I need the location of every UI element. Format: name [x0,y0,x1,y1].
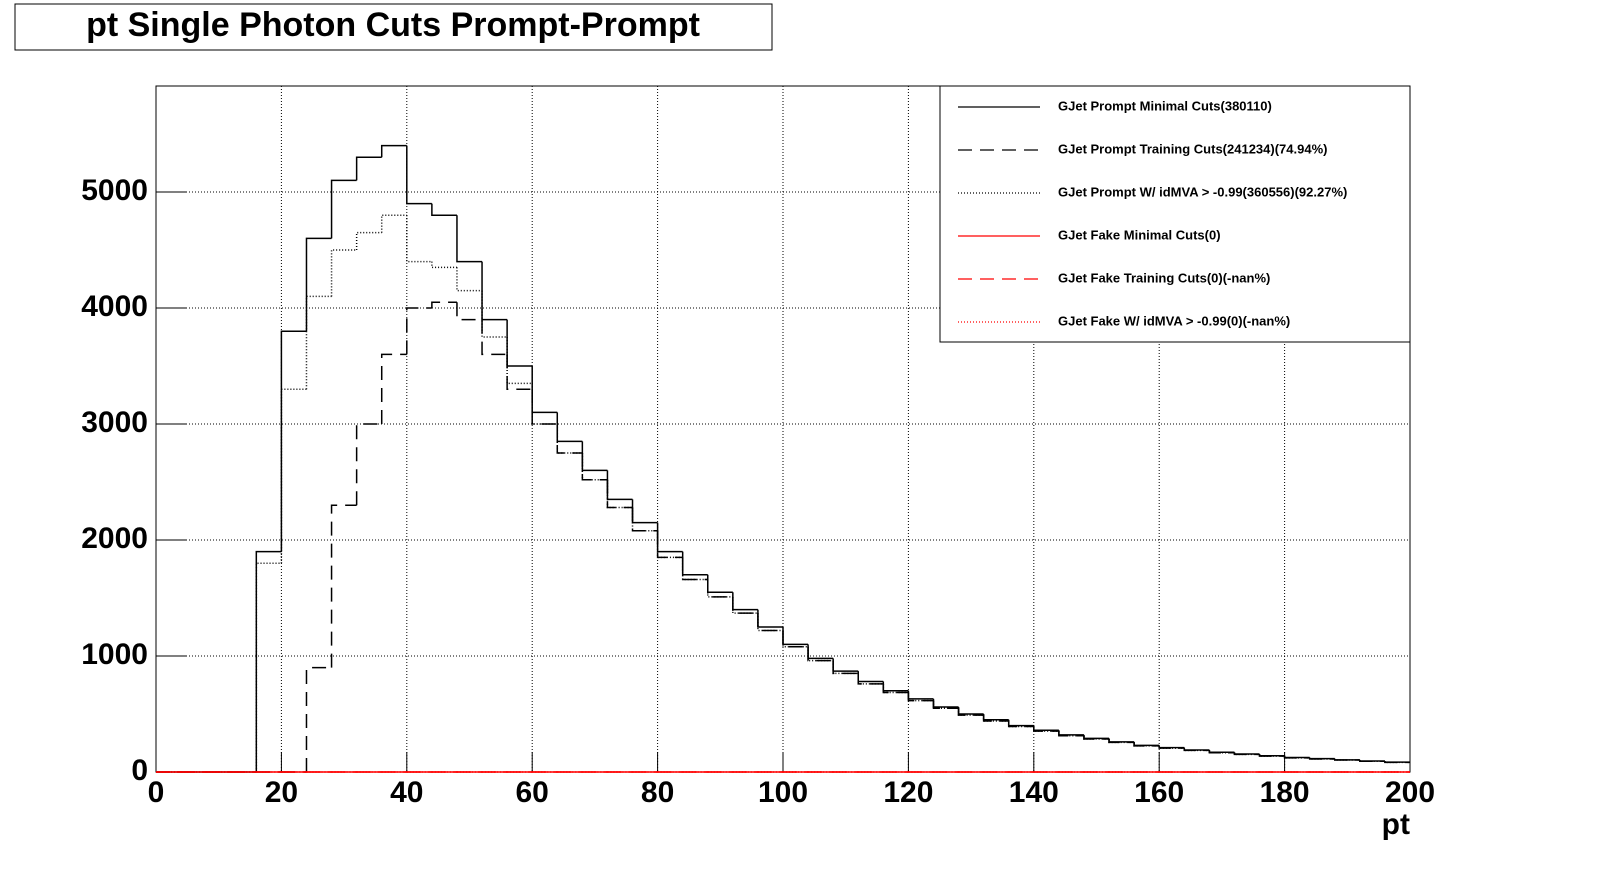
x-tick-label: 120 [883,776,933,809]
y-tick-label: 1000 [81,638,148,671]
y-tick-label: 0 [131,754,148,787]
histogram-step [406,307,432,355]
histogram-step [456,302,483,321]
histogram-step [305,295,332,390]
x-axis-label: pt [1382,808,1410,841]
histogram-step [907,692,934,702]
x-tick-label: 200 [1385,776,1435,809]
y-tick-label: 2000 [81,522,148,555]
legend-label: GJet Fake W/ idMVA > -0.99(0)(-nan%) [1058,313,1290,328]
legend: GJet Prompt Minimal Cuts(380110) GJet Pro… [939,85,1411,343]
histogram-step [255,550,282,772]
y-tick-label: 3000 [81,406,148,439]
x-tick-label: 180 [1260,776,1310,809]
histogram-step [581,441,608,472]
histogram-step [305,237,332,332]
legend-label: GJet Fake Training Cuts(0)(-nan%) [1058,270,1270,285]
x-tick-label: 80 [641,776,674,809]
histogram-step [406,215,432,263]
histogram-step [506,337,533,385]
histogram-step [531,383,558,425]
histogram-step [1083,735,1110,740]
histogram-step [1058,731,1084,737]
histogram-step [757,613,783,632]
histogram-step [1183,748,1210,752]
histogram-step [305,666,332,772]
histogram-step [1033,726,1059,732]
histogram-step [581,453,608,481]
histogram-step [782,630,809,648]
histogram-step [857,673,884,685]
legend-label: GJet Prompt W/ idMVA > -0.99(360556)(92.… [1058,184,1347,199]
x-tick-label: 100 [758,776,808,809]
x-tick-label: 160 [1134,776,1184,809]
title-box [14,3,773,51]
histogram-step [807,646,834,662]
histogram-step [1308,757,1335,760]
legend-label: GJet Fake Minimal Cuts(0) [1058,227,1221,242]
histogram-step [355,423,382,506]
histogram-step [1359,760,1385,762]
histogram-step [506,354,533,390]
y-tick-label: 4000 [81,290,148,323]
histogram-step [832,660,859,675]
histogram-step [681,557,708,581]
histogram-step [431,301,457,309]
histogram-step [481,319,508,356]
histogram-step [456,267,483,292]
histogram-step [330,504,357,668]
histogram-step [1258,754,1285,757]
histogram-step [656,530,683,559]
histogram-step [631,507,658,532]
histogram-step [707,579,733,598]
y-tick-label: 5000 [81,174,148,207]
histogram-step [255,562,282,772]
histogram-step [431,203,457,216]
histogram-step [456,215,483,263]
histogram-step [882,683,909,694]
x-tick-label: 40 [390,776,423,809]
histogram-step [1334,759,1360,761]
histogram-step [280,388,307,564]
histogram-step [355,156,382,181]
x-tick-label: 140 [1009,776,1059,809]
histogram-step [1158,745,1185,749]
histogram-step [1384,761,1410,764]
histogram-step [556,424,583,454]
x-tick-label: 20 [265,776,298,809]
histogram-step [732,596,758,614]
histogram-step [1058,731,1084,737]
histogram-step [631,507,658,532]
histogram-step [1208,750,1235,754]
histogram-step [1033,726,1059,732]
histogram-step [556,412,583,443]
histogram-step [481,290,508,338]
histogram-step [280,330,307,552]
histogram-step [330,249,357,297]
legend-box [939,85,1411,343]
histogram-step [1233,752,1260,756]
histogram-step [1007,720,1034,728]
histogram-step [932,700,959,709]
histogram-step [606,479,633,509]
histogram-step [380,144,407,158]
x-tick-label: 60 [516,776,549,809]
histogram-step [1283,756,1310,759]
histogram-step [1133,742,1160,747]
histogram-step [406,145,432,205]
legend-label: GJet Prompt Minimal Cuts(380110) [1058,98,1272,113]
histogram-step [957,708,984,716]
x-tick-label: 0 [148,776,165,809]
legend-label: GJet Prompt Training Cuts(241234)(74.94%… [1058,141,1327,156]
chart-title: pt Single Photon Cuts Prompt-Prompt [86,6,700,44]
histogram-step [380,353,407,425]
histogram-step [1108,739,1135,744]
histogram-step [982,715,1009,722]
histogram-step [330,179,357,239]
